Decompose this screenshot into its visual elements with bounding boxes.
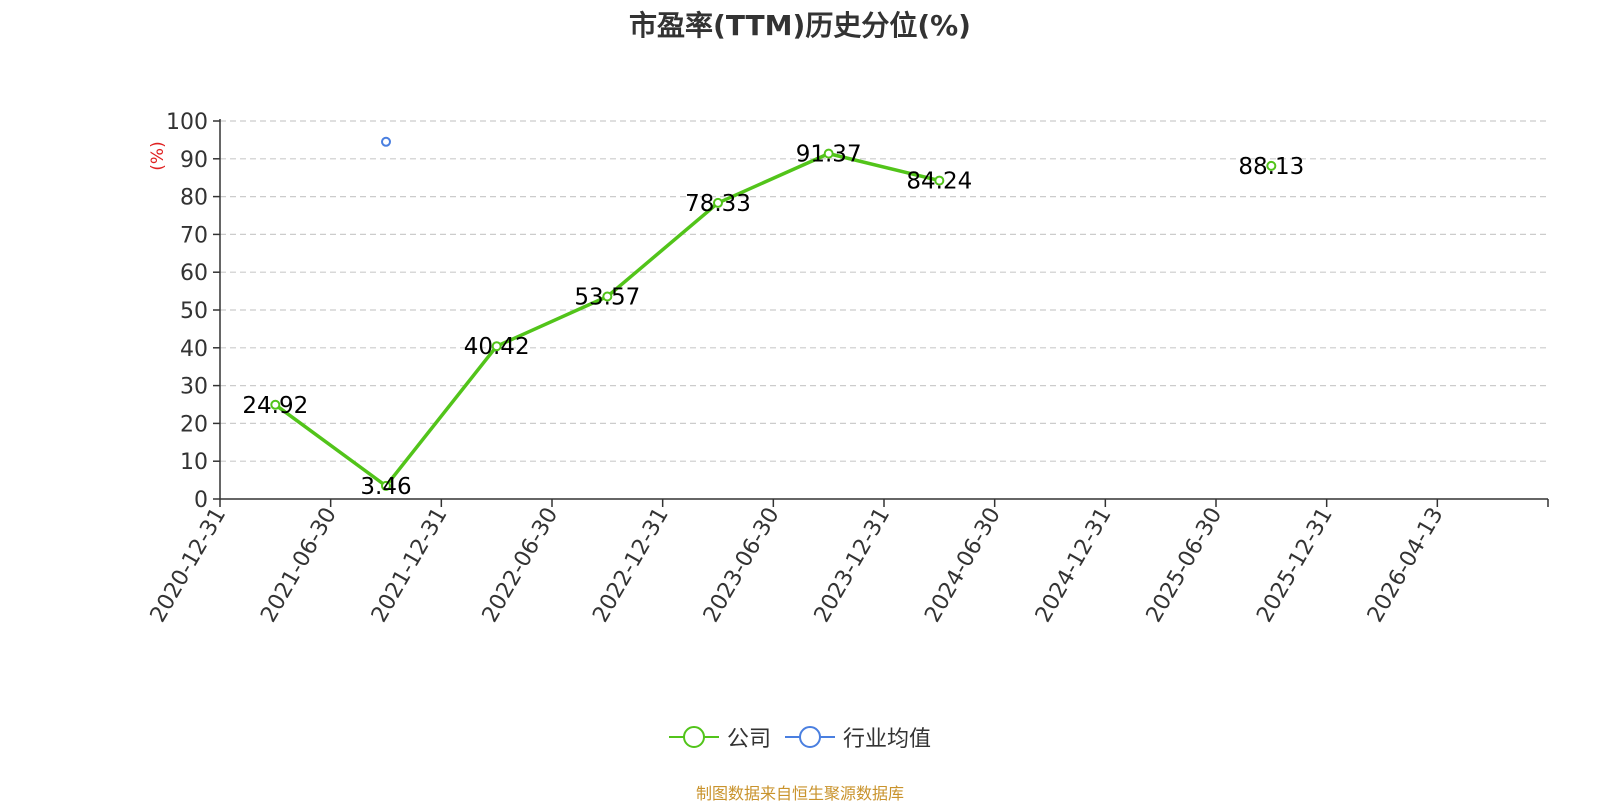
y-tick-label: 90 <box>180 148 208 173</box>
legend-label: 公司 <box>726 727 771 752</box>
legend-marker-icon <box>785 726 835 748</box>
x-tick-label: 2020-12-31 <box>146 504 232 627</box>
x-tick-label: 2024-06-30 <box>920 504 1006 627</box>
chart-title: 市盈率(TTM)历史分位(%) <box>629 9 971 42</box>
data-label: 3.46 <box>360 474 411 500</box>
data-label: 78.33 <box>685 191 751 217</box>
x-tick-label: 2021-12-31 <box>367 504 453 627</box>
data-point <box>713 197 723 208</box>
data-point <box>381 136 391 147</box>
data-point <box>602 291 613 302</box>
x-tick-label: 2024-12-31 <box>1031 504 1117 627</box>
x-tick-label: 2022-06-30 <box>478 504 564 627</box>
x-tick-label: 2022-12-31 <box>588 504 674 627</box>
data-point <box>381 480 391 491</box>
x-tick-label: 2023-12-31 <box>810 504 896 627</box>
x-tick-label: 2025-06-30 <box>1142 504 1228 627</box>
series-line <box>274 151 940 488</box>
x-tick-label: 2023-06-30 <box>699 504 785 627</box>
data-label: 40.42 <box>464 334 530 360</box>
data-label: 91.37 <box>796 142 862 168</box>
legend-marker-icon <box>668 726 719 748</box>
y-tick-label: 60 <box>180 261 208 286</box>
y-tick-label: 10 <box>180 450 208 475</box>
source-note: 制图数据来自恒生聚源数据库 <box>695 784 904 803</box>
legend-label: 行业均值 <box>843 727 932 752</box>
x-tick-label: 2026-04-13 <box>1363 504 1449 627</box>
legend-item[interactable]: 公司 <box>668 721 771 753</box>
y-tick-label: 30 <box>180 375 208 400</box>
data-point <box>270 399 281 410</box>
y-tick-label: 80 <box>180 186 208 211</box>
data-point <box>491 341 502 352</box>
legend-item[interactable]: 行业均值 <box>785 721 931 753</box>
x-tick-label: 2025-12-31 <box>1252 504 1338 627</box>
data-label: 84.24 <box>906 169 972 195</box>
y-axis-label: (%) <box>148 141 168 170</box>
data-label: 24.92 <box>242 393 308 419</box>
data-label: 88.13 <box>1238 154 1304 180</box>
y-tick-label: 40 <box>180 337 208 362</box>
data-point <box>1266 160 1277 171</box>
legend: 公司 行业均值 <box>0 722 1600 752</box>
y-tick-label: 20 <box>180 412 208 437</box>
y-tick-label: 0 <box>194 488 208 513</box>
data-point <box>823 148 834 159</box>
y-tick-label: 100 <box>166 110 208 135</box>
x-tick-label: 2021-06-30 <box>256 504 342 627</box>
data-point <box>934 175 945 186</box>
y-tick-label: 70 <box>180 223 208 248</box>
y-tick-label: 50 <box>180 299 208 324</box>
data-label: 53.57 <box>574 285 640 311</box>
